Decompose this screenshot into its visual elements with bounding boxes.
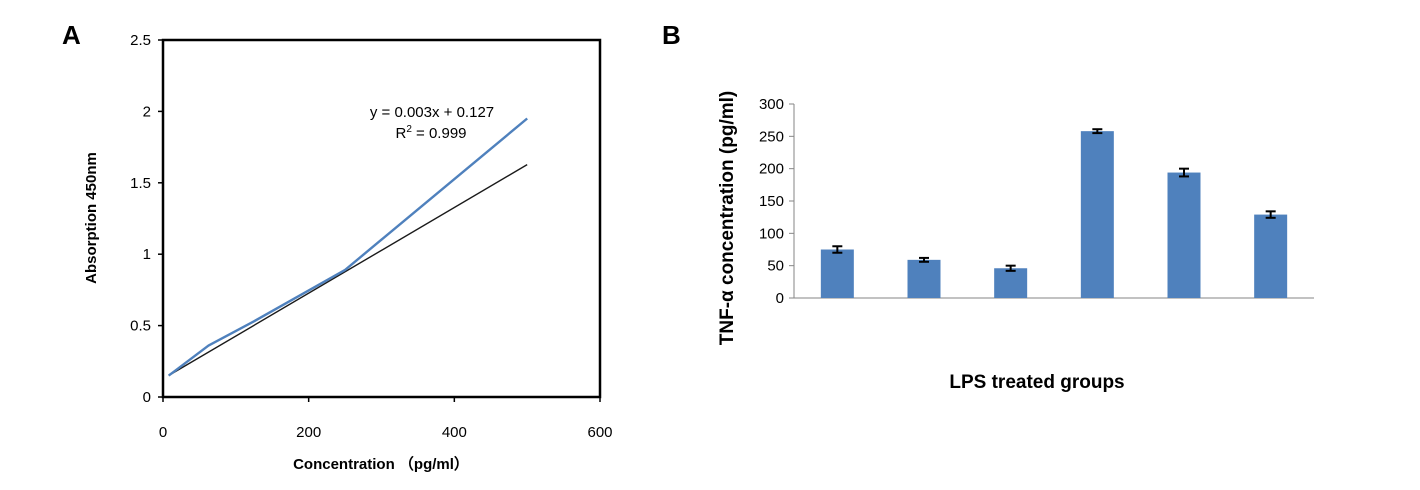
panel-a-x-tick-label: 600 — [587, 424, 612, 441]
panel-a-y-ticks: 0 0.5 1 1.5 2 2.5 — [130, 32, 163, 406]
panel-b-bars — [820, 128, 1288, 298]
panel-b-y-axis-label: TNF-α concentration (pg/ml) — [717, 91, 738, 345]
panel-b-x-axis-label: LPS treated groups — [949, 372, 1124, 393]
trendline-equation: y = 0.003x + 0.127 — [370, 104, 494, 121]
panel-b-y-tick-label: 0 — [776, 290, 784, 307]
panel-b-y-tick-label: 150 — [759, 193, 784, 210]
panel-b-label: B — [662, 20, 681, 50]
bar-group-1 — [820, 249, 854, 298]
r-squared-r: R — [395, 125, 406, 142]
panel-a-x-tick-label: 0 — [159, 424, 167, 441]
panel-b-y-tick-label: 250 — [759, 128, 784, 145]
panel-a-y-tick-label: 0.5 — [130, 318, 151, 335]
bar-group-6 — [1254, 214, 1288, 298]
panel-a-series-line — [167, 117, 528, 377]
r-squared-value: = 0.999 — [412, 125, 467, 142]
panel-b-y-ticks: 0 50 100 150 200 250 300 — [759, 96, 794, 307]
error-bar-group-3 — [1005, 264, 1016, 272]
error-bar-group-4 — [1092, 128, 1103, 135]
panel-a-x-tick-label: 400 — [442, 424, 467, 441]
panel-a-plot-area — [161, 38, 602, 399]
r-squared-superscript: 2 — [406, 124, 412, 135]
error-bar-group-5 — [1179, 167, 1189, 178]
bar-group-2 — [907, 259, 941, 298]
panel-b: B 0 50 100 150 200 250 300 TNF-α concentration… — [662, 20, 1314, 393]
panel-a: A 0 0.5 1 1.5 2 2.5 0 200 400 600 Absorption 450… — [62, 20, 613, 473]
error-bar-group-2 — [919, 256, 929, 263]
panel-a-y-tick-label: 1.5 — [130, 175, 151, 192]
bar-group-4 — [1080, 131, 1114, 298]
panel-a-label: A — [62, 20, 81, 50]
panel-a-y-tick-label: 2.5 — [130, 32, 151, 49]
panel-a-y-tick-label: 0 — [143, 389, 151, 406]
panel-a-y-tick-label: 2 — [143, 103, 151, 120]
bar-group-3 — [994, 268, 1028, 298]
panel-a-x-ticks: 0 200 400 600 — [159, 397, 613, 441]
error-bar-group-6 — [1265, 210, 1276, 219]
panel-a-y-tick-label: 1 — [143, 246, 151, 263]
bar-group-5 — [1167, 172, 1201, 298]
panel-b-y-tick-label: 200 — [759, 161, 784, 178]
error-bar-group-1 — [832, 245, 843, 254]
panel-a-x-axis-label: Concentration （pg/ml） — [293, 455, 469, 473]
panel-b-y-tick-label: 300 — [759, 96, 784, 113]
panel-a-y-axis-label: Absorption 450nm — [83, 152, 100, 284]
panel-a-trendline — [168, 164, 528, 377]
trendline-r-squared: R2 = 0.999 — [395, 124, 466, 142]
panel-b-y-tick-label: 100 — [759, 225, 784, 242]
panel-b-y-tick-label: 50 — [767, 258, 784, 275]
panel-a-x-tick-label: 200 — [296, 424, 321, 441]
